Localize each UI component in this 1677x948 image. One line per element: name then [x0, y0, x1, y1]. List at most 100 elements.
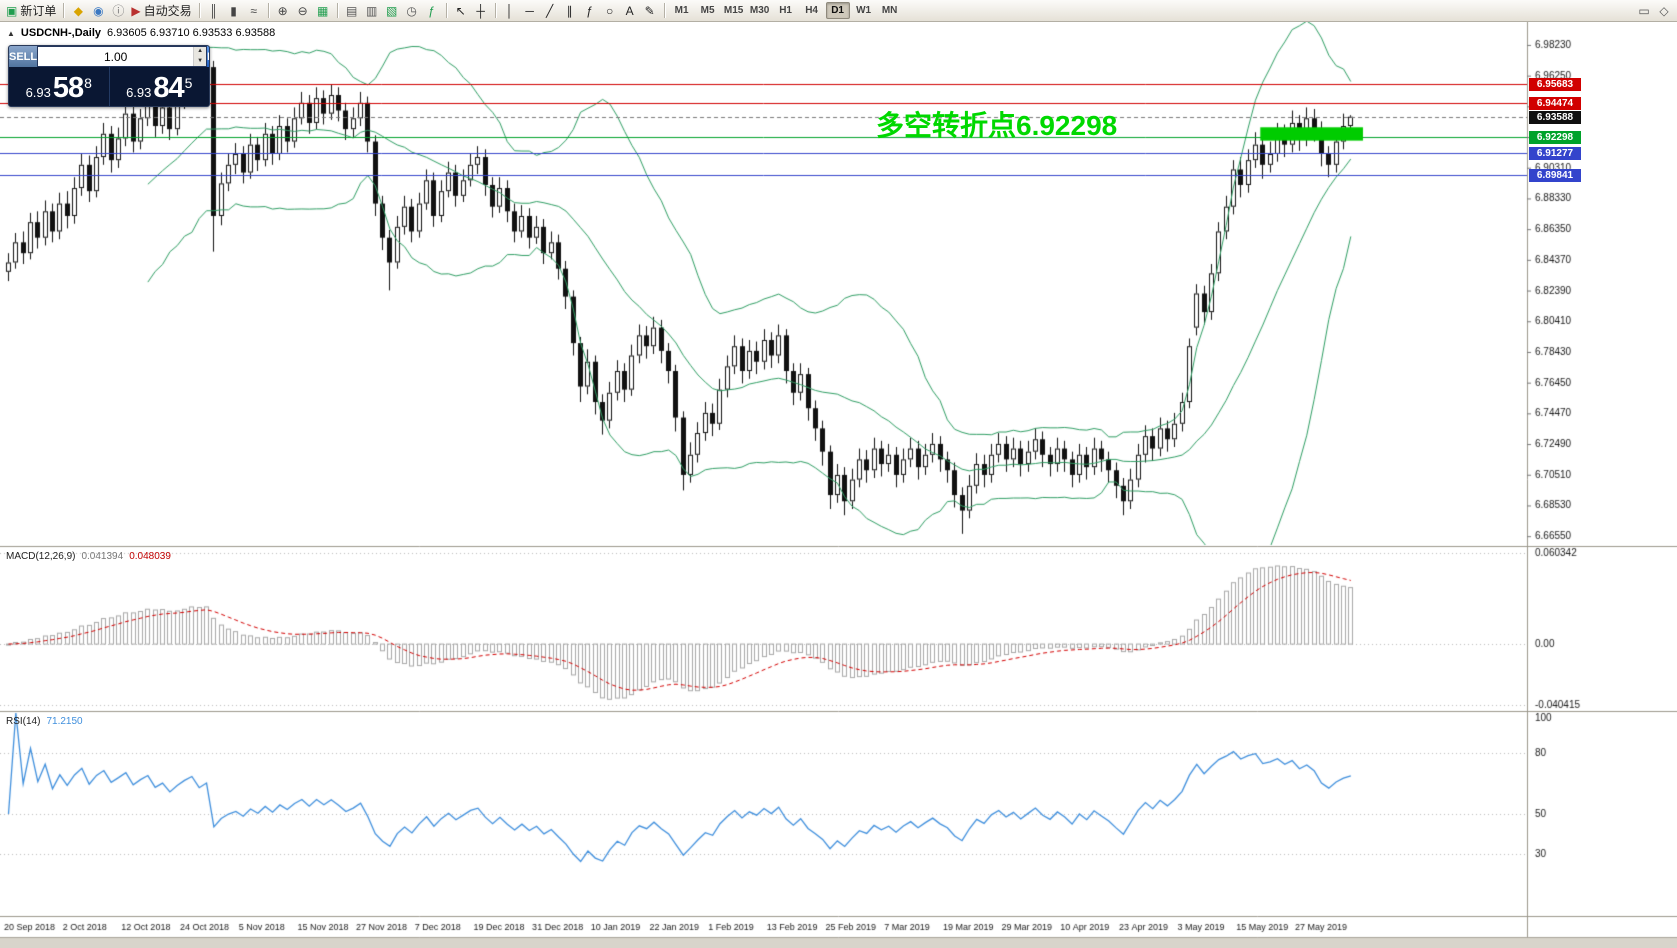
timeframe-h4-button[interactable]: H4: [805, 5, 818, 16]
tile-windows-icon: ▤: [345, 3, 358, 18]
timeframe-d1-button[interactable]: D1: [825, 2, 850, 19]
zoom-in-icon[interactable]: ⊕: [273, 2, 293, 20]
timeframe-m5-button[interactable]: M5: [700, 5, 715, 16]
news-icon[interactable]: ⓘ: [108, 2, 128, 20]
chart-shift-icon: ▭: [1638, 3, 1650, 18]
auto-scroll-icon[interactable]: ▦: [313, 2, 333, 20]
cascade-windows-icon: ▥: [365, 3, 378, 18]
price-level-tag: 6.89841: [1529, 169, 1581, 183]
autotrading-icon: ▶: [131, 3, 141, 18]
volume-stepper[interactable]: ▲ ▼: [37, 46, 208, 68]
horizontal-line-icon[interactable]: ─: [520, 2, 540, 20]
news-icon: ⓘ: [112, 3, 125, 18]
one-click-trading-panel: SELL ▲ ▼ BUY 6.93 58 8 6.93 84 5: [8, 45, 210, 107]
timeframe-m30-button[interactable]: M30: [749, 5, 770, 16]
rsi-indicator-label: RSI(14) 71.2150: [6, 716, 83, 727]
tile-windows-icon[interactable]: ▤: [342, 2, 362, 20]
timeframe-m15-button[interactable]: M15: [723, 5, 744, 16]
autotrading-button[interactable]: ▶ 自动交易: [128, 2, 194, 20]
price-chart-canvas[interactable]: [0, 22, 1677, 948]
equidistant-channel-icon: ∥: [566, 3, 573, 18]
toolbar-separator: [663, 3, 665, 18]
vertical-line-icon[interactable]: │: [500, 2, 520, 20]
trade-panel-prices: 6.93 58 8 6.93 84 5: [9, 67, 209, 106]
buy-button[interactable]: BUY: [207, 46, 209, 68]
ohlc-readout: 6.93605 6.93710 6.93533 6.93588: [107, 27, 276, 39]
macd-value-main: 0.041394: [81, 551, 124, 562]
price-level-tag: 6.94474: [1529, 97, 1581, 111]
shapes-icon[interactable]: ○: [600, 2, 620, 20]
toolbar: ▣ 新订单 ◆ ◉ ⓘ ▶ 自动交易 ║ ▮ ≈ ⊕ ⊖ ▦ ▤ ▥ ▧ ◷ ƒ ↖ ┼ │ ─ ╱ ∥ ƒ ○ A ✎ M1 M5 M15…: [0, 0, 1677, 22]
cursor-icon[interactable]: ↖: [451, 2, 471, 20]
chart-shift-icon[interactable]: ▭: [1634, 2, 1654, 20]
periods-icon: ◷: [406, 3, 417, 18]
chart-title: ▲ USDCNH-,Daily 6.93605 6.93710 6.93533 …: [7, 27, 275, 39]
volume-increase-button[interactable]: ▲: [194, 47, 207, 57]
new-chart-icon[interactable]: ▧: [382, 2, 402, 20]
sell-price-sup: 8: [84, 75, 92, 92]
annotation-text: 多空转折点6.92298: [876, 110, 1118, 141]
market-watch-icon[interactable]: ◉: [88, 2, 108, 20]
volume-spinner[interactable]: ▲ ▼: [193, 47, 207, 67]
strategy-tester-icon: ◇: [1659, 3, 1669, 18]
rsi-value: 71.2150: [46, 716, 83, 727]
toolbar-right-group: ▭ ◇: [1634, 2, 1674, 20]
arrow-objects-icon[interactable]: ✎: [640, 2, 660, 20]
line-chart-icon[interactable]: ≈: [244, 2, 264, 20]
price-level-tag: 6.91277: [1529, 146, 1581, 160]
macd-value-signal: 0.048039: [129, 551, 171, 562]
toolbar-separator: [198, 3, 200, 18]
volume-decrease-button[interactable]: ▼: [194, 56, 207, 67]
arrow-objects-icon: ✎: [644, 3, 655, 18]
fibonacci-icon: ƒ: [586, 3, 593, 18]
crosshair-icon: ┼: [476, 3, 485, 18]
toolbar-separator: [267, 3, 269, 18]
timeframe-mn-button[interactable]: MN: [881, 5, 898, 16]
sell-price[interactable]: 6.93 58 8: [9, 67, 110, 106]
cascade-windows-icon[interactable]: ▥: [362, 2, 382, 20]
buy-price-sup: 5: [184, 75, 193, 92]
fibonacci-icon[interactable]: ƒ: [580, 2, 600, 20]
indicators-list-icon[interactable]: ƒ: [422, 2, 442, 20]
buy-price-prefix: 6.93: [126, 85, 152, 101]
periods-icon[interactable]: ◷: [402, 2, 422, 20]
timeframe-w1-button[interactable]: W1: [856, 5, 872, 16]
metaeditor-icon[interactable]: ◆: [68, 2, 88, 20]
timeframe-h1-button[interactable]: H1: [779, 5, 792, 16]
toolbar-separator: [445, 3, 447, 18]
buy-price[interactable]: 6.93 84 5: [110, 67, 210, 106]
horizontal-line-icon: ─: [525, 3, 534, 18]
symbol-period-label: USDCNH-,Daily: [20, 27, 101, 39]
sell-button[interactable]: SELL: [9, 46, 38, 68]
text-label-icon: A: [625, 3, 634, 18]
market-watch-icon: ◉: [93, 3, 104, 18]
chart-window-icon: ▲: [7, 28, 15, 38]
new-order-button[interactable]: ▣ 新订单: [3, 2, 59, 20]
auto-scroll-icon: ▦: [316, 3, 329, 18]
timeframe-m1-button[interactable]: M1: [674, 5, 689, 16]
indicators-list-icon: ƒ: [428, 3, 435, 18]
macd-indicator-label: MACD(12,26,9) 0.041394 0.048039: [6, 551, 171, 562]
vertical-line-icon: │: [505, 3, 514, 18]
shapes-icon: ○: [605, 3, 614, 18]
autotrading-button-label: 自动交易: [143, 4, 192, 18]
text-label-icon[interactable]: A: [620, 2, 640, 20]
volume-input[interactable]: [38, 47, 194, 67]
equidistant-channel-icon[interactable]: ∥: [560, 2, 580, 20]
sell-price-prefix: 6.93: [25, 85, 51, 101]
toolbar-separator: [336, 3, 338, 18]
zoom-out-icon[interactable]: ⊖: [293, 2, 313, 20]
bar-chart-icon[interactable]: ║: [204, 2, 224, 20]
toolbar-separator: [63, 3, 65, 18]
price-level-tag: 6.92298: [1529, 130, 1581, 144]
trendline-icon[interactable]: ╱: [540, 2, 560, 20]
new-chart-icon: ▧: [385, 3, 398, 18]
line-chart-icon: ≈: [250, 3, 257, 18]
current-price-tag: 6.93588: [1529, 110, 1581, 124]
strategy-tester-icon[interactable]: ◇: [1654, 2, 1674, 20]
candlestick-chart-icon[interactable]: ▮: [224, 2, 244, 20]
rsi-name: RSI(14): [6, 716, 41, 727]
crosshair-icon[interactable]: ┼: [471, 2, 491, 20]
sell-price-big: 58: [52, 72, 84, 105]
bar-chart-icon: ║: [209, 3, 218, 18]
